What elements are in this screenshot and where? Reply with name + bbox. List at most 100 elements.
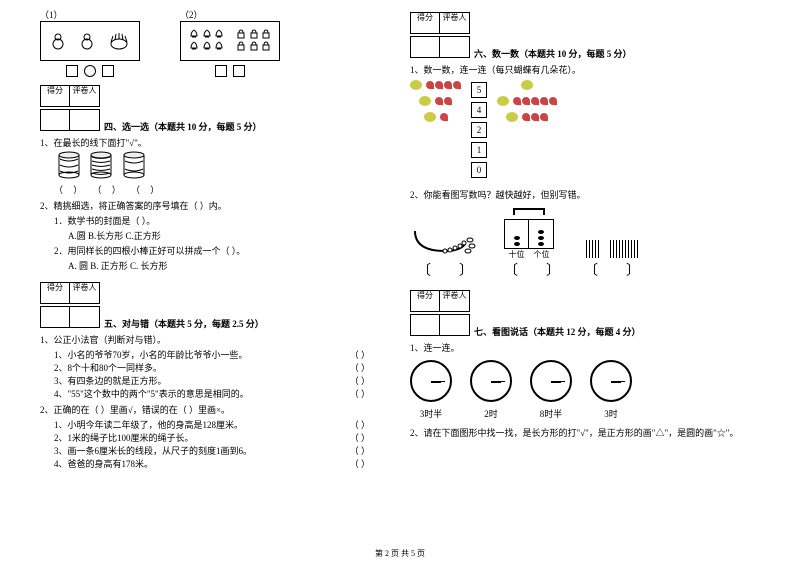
tf-text: 4、"55"这个数中的两个"5"表示的意思是相同的。 [54,387,249,400]
s5-q1: 1、公正小法官（判断对与错）。 [40,333,390,346]
necklace-item: 〔 〕 [410,226,480,280]
s5-q1-3: 3、有四条边的就是正方形。 （ ） [54,374,390,387]
fig2-shapes [180,65,280,77]
s4-q2: 2、精挑细选，将正确答案的序号填在（ ）内。 [40,199,390,212]
bf-row [521,80,533,90]
clock-icon [530,360,572,402]
lock-group [236,29,271,53]
clock-item: 8时半 [530,360,572,420]
square-shape [66,65,78,77]
clock-label: 3时 [590,407,632,420]
bell-group [189,29,224,53]
score-label: 得分 [41,86,70,106]
num-box: 2 [471,122,487,138]
tf-paren: （ ） [350,387,370,400]
score-label: 得分 [41,283,70,303]
s7-q1: 1、连一连。 [410,341,760,354]
section5-header: 得分 评卷人 五、对与错（本题共 5 分，每题 2.5 分） [40,282,390,330]
bell-icon [214,41,224,51]
cylinder-row [54,151,390,181]
score-box-empty [40,109,100,131]
num-box: 5 [471,82,487,98]
right-column: 得分 评卷人 六、数一数（本题共 10 分，每题 5 分） 1、数一数，连一连（… [410,8,760,470]
tf-paren: （ ） [350,444,370,457]
clock-icon [470,360,512,402]
section6-header: 得分 评卷人 六、数一数（本题共 10 分，每题 5 分） [410,12,760,60]
s4-q2-1: 1．数学书的封面是（ ）。 [54,214,390,227]
butterfly-left [410,80,461,180]
necklace-icon [410,226,480,258]
s4-q2-2: 2．用同样长的四根小棒正好可以拼成一个（ ）。 [54,244,390,257]
bell-icon [202,29,212,39]
tf-text: 1、小名的爷爷70岁，小名的年龄比爷爷小一些。 [54,348,248,361]
clock-label: 8时半 [530,407,572,420]
butterfly-icon [424,112,436,122]
fig1-label: （1） [40,10,63,20]
tf-paren: （ ） [350,457,370,470]
clock-item: 3时 [590,360,632,420]
score-box: 得分 评卷人 [410,12,470,34]
butterfly-icon [497,96,509,106]
grader-label: 评卷人 [70,86,99,106]
lock-icon [249,29,259,39]
clock-icon [590,360,632,402]
s6-q2: 2、你能看图写数吗？越快越好，但别写错。 [410,188,760,201]
section5-title: 五、对与错（本题共 5 分，每题 2.5 分） [104,317,264,330]
ones-label: 个位 [529,249,554,260]
butterfly-icon [506,112,518,122]
bell-icon [214,29,224,39]
num-box: 4 [471,102,487,118]
lock-icon [261,29,271,39]
tf-paren: （ ） [350,374,370,387]
abacus-labels: 十位 个位 [504,249,554,260]
tf-text: 2、1米的绳子比100厘米的绳子长。 [54,431,194,444]
bf-row [497,96,557,106]
figure-row: （1） （2） [40,8,390,77]
abacus-top-icon [504,207,554,217]
s4-q1: 1、在最长的线下面打"√"。 [40,136,390,149]
abacus-item: 十位 个位 〔 〕 [504,207,560,280]
tf-text: 1、小明今年读二年级了，他的身高是128厘米。 [54,418,243,431]
bf-row [506,112,548,122]
num-box: 0 [471,162,487,178]
lock-icon [261,41,271,51]
s5-q2: 2、正确的在（ ）里画√，错误的在（ ）里画×。 [40,403,390,416]
tf-paren: （ ） [350,348,370,361]
bf-row [419,96,452,106]
clock-item: 2时 [470,360,512,420]
score-box: 得分 评卷人 [40,85,100,107]
s4-q2-2-opts: A. 圆 B. 正方形 C. 长方形 [68,259,390,272]
section4-header: 得分 评卷人 四、选一选（本题共 10 分，每题 5 分） [40,85,390,133]
butterfly-icon [419,96,431,106]
flower-group [522,113,548,121]
page-footer: 第 2 页 共 5 页 [0,548,800,559]
lock-icon [236,41,246,51]
grader-label: 评卷人 [440,291,469,311]
clock-row: 3时半 2时 8时半 3时 [410,360,760,420]
tf-text: 3、有四条边的就是正方形。 [54,374,167,387]
flower-group [426,81,461,89]
section6-title: 六、数一数（本题共 10 分，每题 5 分） [474,47,632,60]
s5-q2-1: 1、小明今年读二年级了，他的身高是128厘米。（ ） [54,418,390,431]
s4-q2-1-opts: A.圆 B.长方形 C.正方形 [68,229,390,242]
tf-paren: （ ） [350,361,370,374]
score-box-empty [410,314,470,336]
square-shape [102,65,114,77]
tally-group [585,240,639,260]
section4-title: 四、选一选（本题共 10 分，每题 5 分） [104,120,262,133]
clock-label: 2时 [470,407,512,420]
s5-q1-4: 4、"55"这个数中的两个"5"表示的意思是相同的。 （ ） [54,387,390,400]
score-box: 得分 评卷人 [410,290,470,312]
left-column: （1） （2） [40,8,390,470]
bell-icon [189,41,199,51]
circle-shape [84,65,96,77]
flower-group [435,97,452,105]
grader-label: 评卷人 [440,13,469,33]
s5-q1-2: 2、8个十和80个一同样多。（ ） [54,361,390,374]
tens-label: 十位 [504,249,529,260]
s4-q1-parens: （ ） （ ） （ ） [54,183,390,196]
count-row: 〔 〕 十位 个位 〔 〕 [410,207,760,280]
bell-icon [189,29,199,39]
lock-icon [236,29,246,39]
butterfly-right [497,80,557,180]
